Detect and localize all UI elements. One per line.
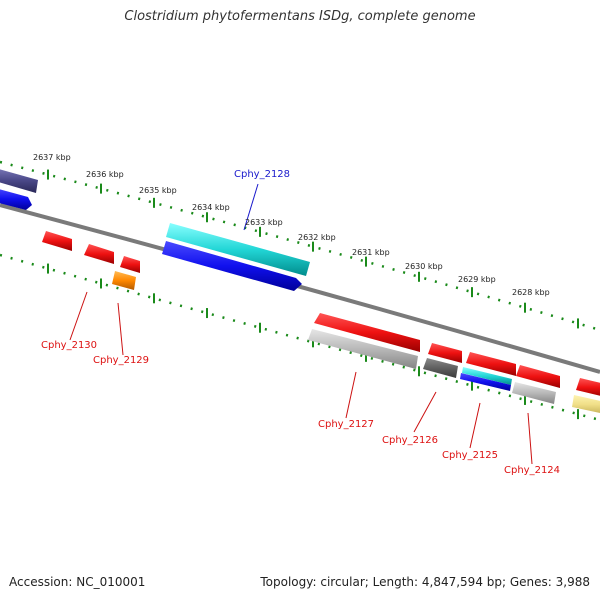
gene-labels: Cphy_2128 Cphy_2130 Cphy_2129 Cphy_2127 … [41, 169, 560, 476]
feature-dark-2126[interactable] [423, 358, 458, 378]
feature-gray-2127[interactable] [308, 329, 418, 369]
scale-label: 2628 kbp [512, 288, 550, 297]
scale-label: 2631 kbp [352, 248, 390, 257]
feature-cyan-2125[interactable] [462, 367, 512, 385]
scale-labels: 2637 kbp 2636 kbp 2635 kbp 2634 kbp 2633… [33, 153, 550, 297]
accession-text: Accession: NC_010001 [9, 575, 146, 589]
feature-purple-track[interactable] [0, 168, 38, 193]
scale-ticks [47, 169, 579, 420]
feature-yellow-right[interactable] [572, 395, 600, 414]
feature-red-2130a[interactable] [42, 231, 72, 251]
scale-label: 2629 kbp [458, 275, 496, 284]
feature-gray-2124[interactable] [512, 382, 556, 404]
scale-label: 2633 kbp [245, 218, 283, 227]
scale-label: 2635 kbp [139, 186, 177, 195]
feature-red-2130b[interactable] [84, 244, 114, 264]
genome-backbone [0, 203, 600, 374]
gene-label[interactable]: Cphy_2128 [234, 169, 290, 180]
scale-label: 2632 kbp [298, 233, 336, 242]
feature-red-2124[interactable] [516, 365, 560, 388]
scale-label: 2630 kbp [405, 262, 443, 271]
gene-label[interactable]: Cphy_2127 [318, 419, 374, 430]
genome-summary: Topology: circular; Length: 4,847,594 bp… [260, 575, 590, 589]
feature-red-2125[interactable] [466, 352, 516, 376]
inner-scale-ring [0, 253, 600, 422]
feature-blue-2128[interactable] [162, 241, 302, 291]
gene-label[interactable]: Cphy_2126 [382, 435, 438, 446]
gene-label[interactable]: Cphy_2130 [41, 340, 97, 351]
gene-label[interactable]: Cphy_2129 [93, 355, 149, 366]
feature-blue-track-left[interactable] [0, 188, 32, 210]
feature-red-2129[interactable] [120, 256, 140, 273]
feature-red-2126[interactable] [428, 343, 462, 363]
gene-label[interactable]: Cphy_2125 [442, 450, 498, 461]
map-title: Clostridium phytofermentans ISDg, comple… [124, 9, 476, 24]
feature-red-right[interactable] [576, 378, 600, 397]
scale-label: 2636 kbp [86, 170, 124, 179]
feature-orange-2129[interactable] [112, 271, 136, 290]
scale-label: 2637 kbp [33, 153, 71, 162]
feature-cyan-2128[interactable] [166, 223, 310, 276]
callout-lines [69, 183, 533, 465]
gene-features [0, 168, 600, 414]
feature-red-2127[interactable] [314, 313, 420, 352]
scale-label: 2634 kbp [192, 203, 230, 212]
gene-label[interactable]: Cphy_2124 [504, 465, 560, 476]
feature-blue-2125[interactable] [460, 373, 511, 391]
